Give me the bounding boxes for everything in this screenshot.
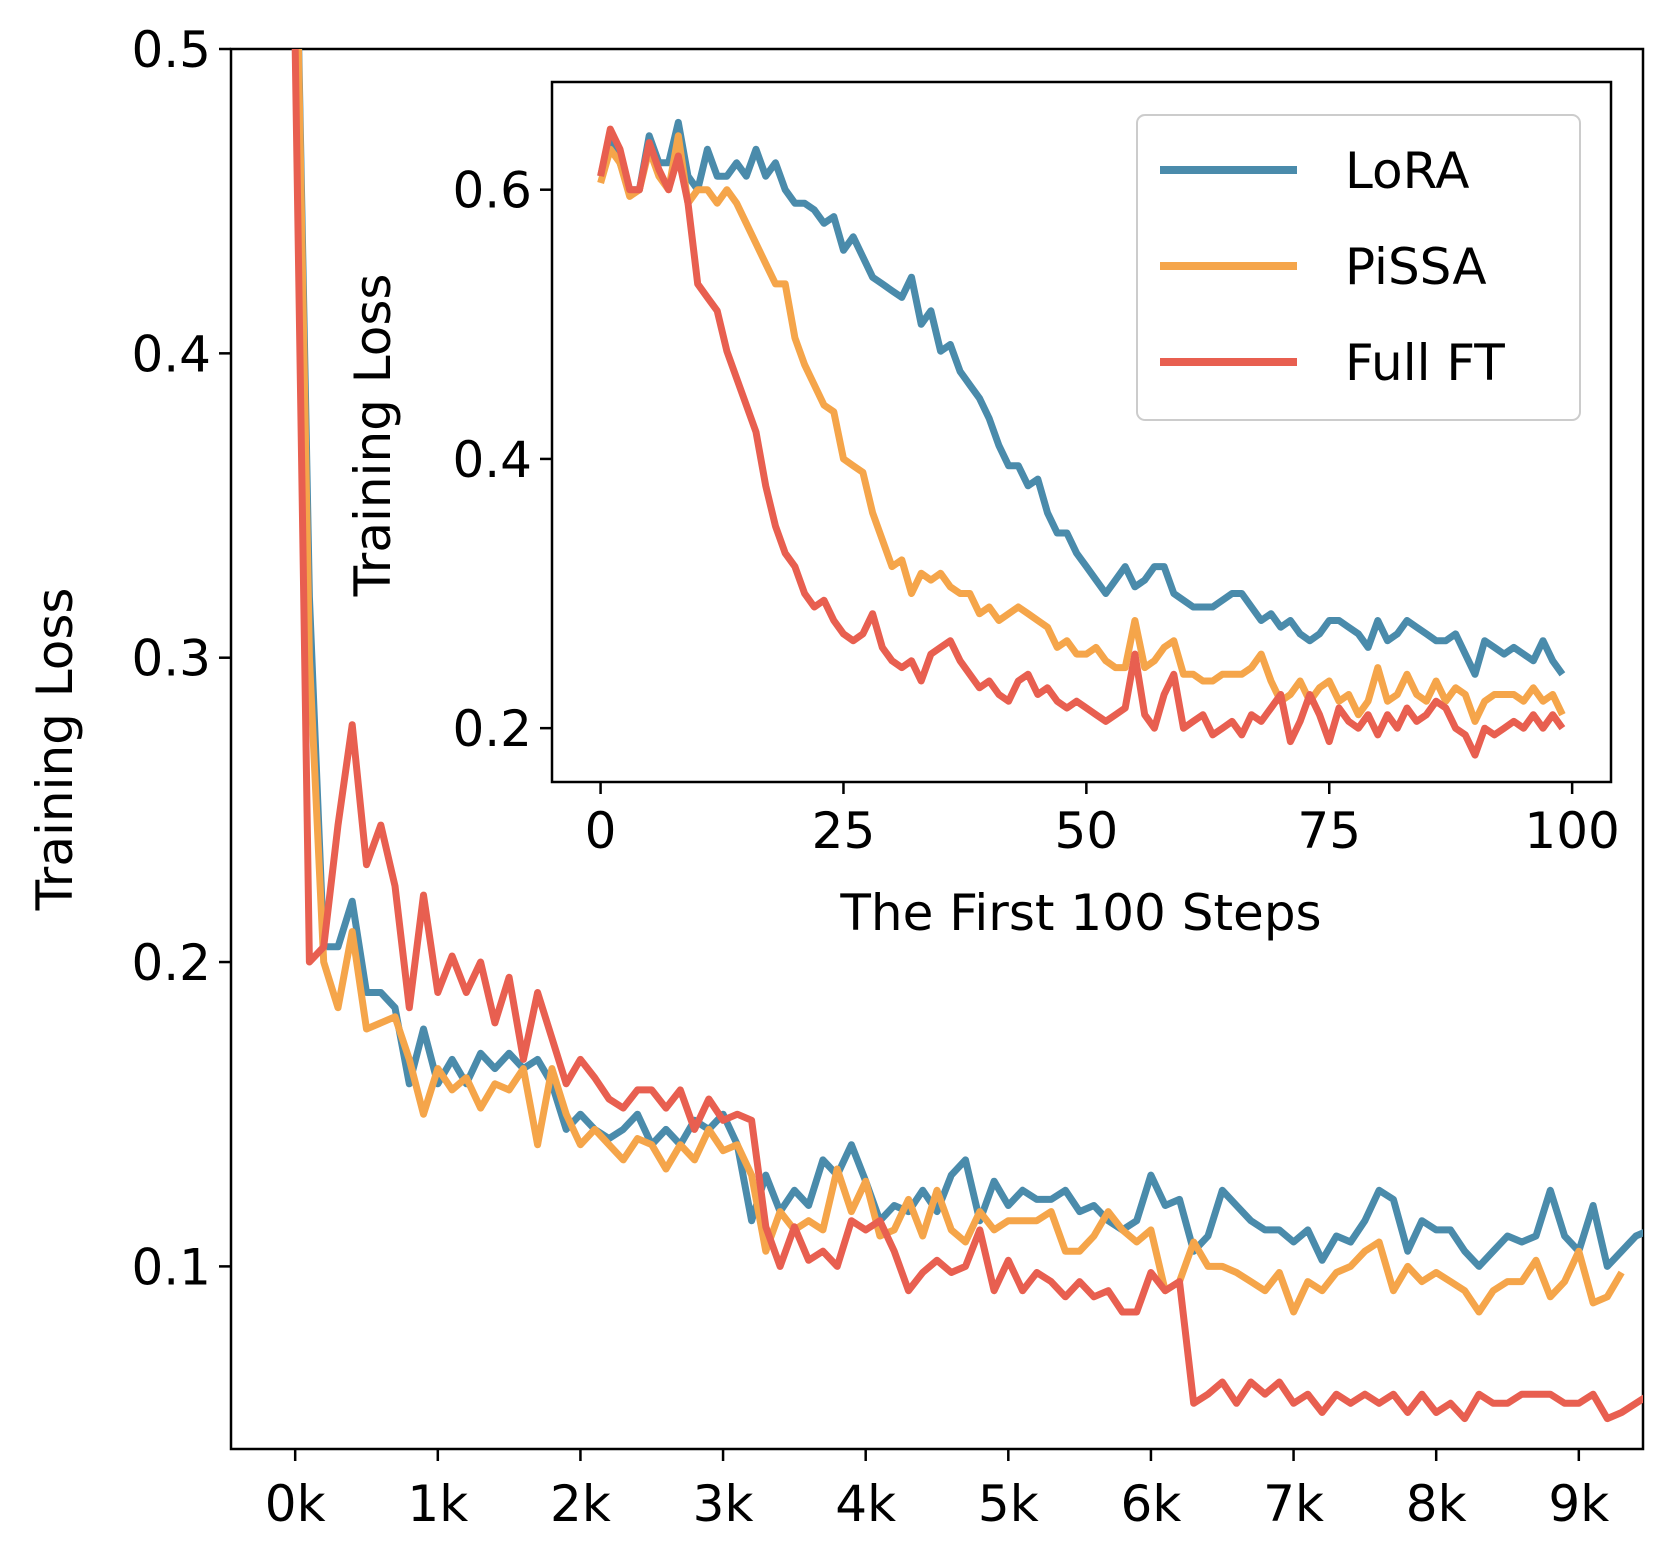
main-x-tick-label: 6k [1121, 1475, 1182, 1533]
main-series-line-pissa [294, 49, 1625, 1316]
legend-label-pissa: PiSSA [1345, 238, 1487, 296]
legend-label-full-ft: Full FT [1345, 334, 1505, 392]
inset-x-tick-label: 100 [1524, 802, 1619, 860]
inset-y-tick-label: 0.2 [452, 700, 532, 758]
inset-x-axis-title: The First 100 Steps [839, 884, 1321, 942]
main-y-tick-label: 0.4 [131, 325, 211, 383]
main-y-tick-label: 0.5 [131, 21, 211, 79]
inset-x-tick-label: 0 [585, 802, 617, 860]
inset-series-line-full-ft [597, 125, 1566, 759]
main-x-tick-label: 8k [1406, 1475, 1467, 1533]
main-x-tick-label: 0k [265, 1475, 326, 1533]
inset-x-axis-ticks: 0 25 50 75 100 [585, 782, 1620, 860]
inset-y-tick-label: 0.4 [452, 431, 532, 489]
main-x-tick-label: 7k [1263, 1475, 1324, 1533]
legend-box [1136, 114, 1581, 421]
main-x-tick-label: 5k [978, 1475, 1039, 1533]
main-x-tick-label: 4k [835, 1475, 896, 1533]
main-plot: 0k 1k 2k 3k 4k 5k 6k 7k 8k 9k 0.1 0.2 0.3 0.4 0.5 Tra… [26, 21, 1645, 1533]
main-y-axis-title: Training Loss [26, 588, 84, 912]
inset-y-axis-title: Training Loss [344, 274, 402, 598]
inset-y-axis-ticks: 0.2 0.4 0.6 [452, 162, 552, 758]
main-series-lines [291, 49, 1643, 1423]
main-y-tick-label: 0.2 [131, 934, 211, 992]
inset-series-lines [597, 118, 1566, 759]
main-x-tick-label: 2k [550, 1475, 611, 1533]
inset-series-line-pissa [597, 132, 1566, 725]
main-x-tick-label: 1k [407, 1475, 468, 1533]
legend: LoRA PiSSA Full FT [1136, 114, 1581, 421]
main-y-tick-label: 0.1 [131, 1238, 211, 1296]
inset-plot: 0 25 50 75 100 0.2 0.4 0.6 The First 100 Steps… [344, 80, 1620, 942]
inset-x-tick-label: 75 [1297, 802, 1361, 860]
main-series-line-full-ft [291, 49, 1643, 1423]
main-x-axis-ticks: 0k 1k 2k 3k 4k 5k 6k 7k 8k 9k [265, 1449, 1609, 1533]
legend-label-lora: LoRA [1345, 142, 1470, 200]
inset-x-tick-label: 50 [1055, 802, 1119, 860]
main-plot-frame [229, 47, 1645, 1451]
inset-series-line-lora [597, 118, 1566, 678]
main-y-axis-ticks: 0.1 0.2 0.3 0.4 0.5 [131, 21, 231, 1296]
legend-items: LoRA PiSSA Full FT [1160, 142, 1505, 392]
main-x-tick-label: 3k [693, 1475, 754, 1533]
main-x-tick-label: 9k [1548, 1475, 1609, 1533]
inset-y-tick-label: 0.6 [452, 162, 532, 220]
inset-x-tick-label: 25 [812, 802, 876, 860]
main-y-tick-label: 0.3 [131, 630, 211, 688]
